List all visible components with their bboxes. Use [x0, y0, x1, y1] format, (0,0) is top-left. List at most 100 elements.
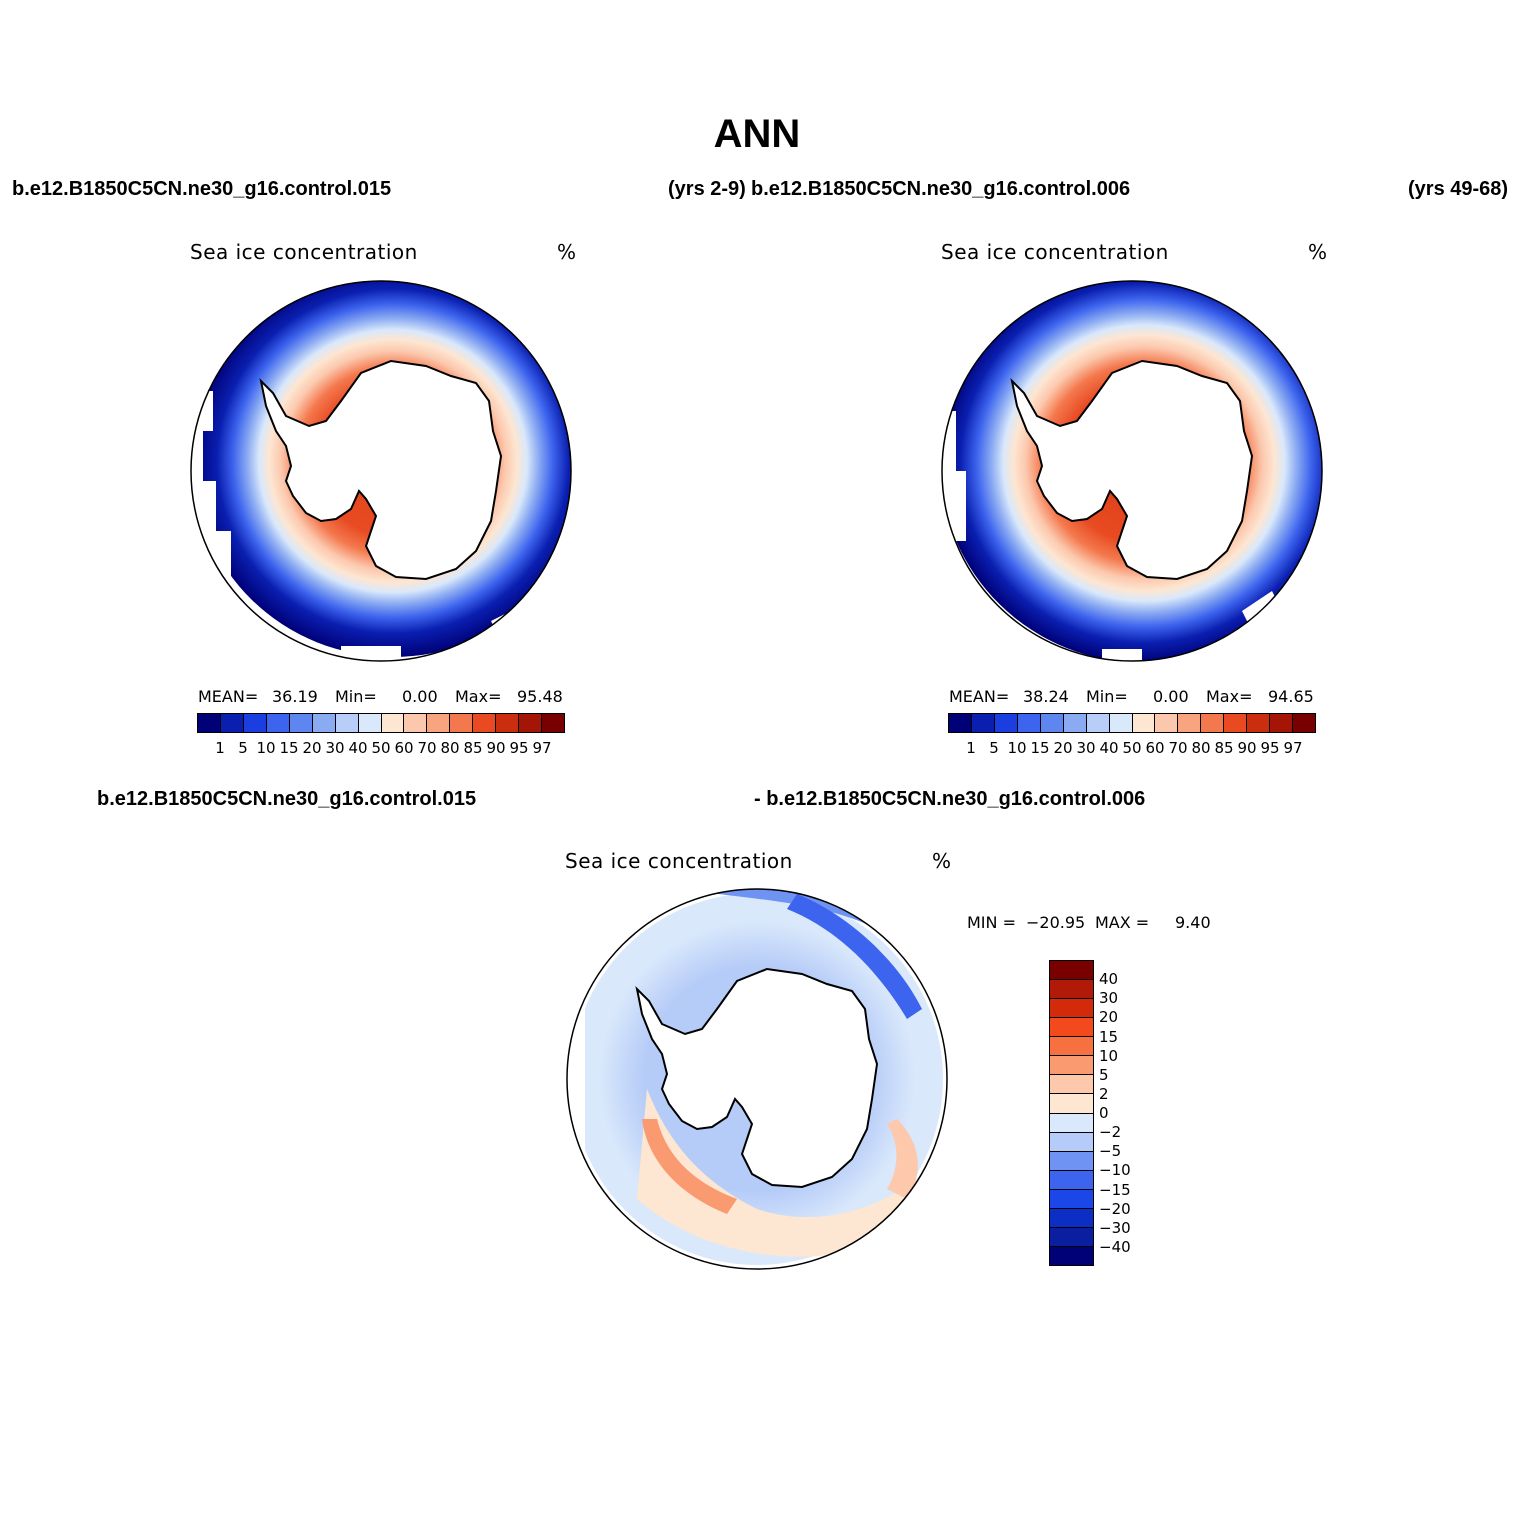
diff-colorbar-tick-label: −30 [1099, 1218, 1131, 1237]
panel1-colorbar-tick-label: 15 [279, 739, 299, 757]
panel2-units: % [1308, 240, 1328, 264]
diff-colorbar-cell [1050, 1189, 1093, 1209]
panel1-colorbar-cell [381, 714, 405, 732]
panel1-colorbar-cell [519, 714, 543, 732]
panel1-min-label: Min= [335, 687, 377, 706]
panel2-colorbar-tick-label: 1 [966, 739, 976, 757]
diff-max-value: 9.40 [1175, 913, 1211, 932]
diff-min-label: MIN = [967, 913, 1016, 932]
panel1-colorbar-cell [427, 714, 451, 732]
panel1-colorbar-tick-label: 97 [532, 739, 552, 757]
diff-colorbar-cell [1050, 1151, 1093, 1171]
panel2-colorbar-cell [1155, 714, 1179, 732]
panel2-mean-value: 38.24 [1023, 687, 1069, 706]
panel2-colorbar-tick-label: 90 [1237, 739, 1257, 757]
panel1-colorbar-cell [496, 714, 520, 732]
diff-colorbar-tick-label: 15 [1099, 1027, 1119, 1046]
diff-case-a-label: b.e12.B1850C5CN.ne30_g16.control.015 [97, 788, 477, 810]
panel2-colorbar-cell [1201, 714, 1225, 732]
panel2-colorbar-tick-label: 70 [1168, 739, 1188, 757]
diff-colorbar-tick-label: 10 [1099, 1046, 1119, 1065]
diff-colorbar-cell [1050, 1132, 1093, 1152]
panel2-colorbar-cell [1132, 714, 1156, 732]
diff-polar-map [566, 888, 948, 1270]
diff-colorbar-cell [1050, 1094, 1093, 1114]
panel2-colorbar-ticks: 1 5 10 15 20 30 40 50 60 70 80 85 90 95 97 [948, 739, 1316, 759]
panel2-colorbar-tick-label: 97 [1283, 739, 1303, 757]
panel2-colorbar-cell [949, 714, 972, 732]
diff-variable: Sea ice concentration [565, 849, 793, 873]
diff-colorbar-tick-label: −10 [1099, 1161, 1131, 1180]
panel1-colorbar-tick-label: 5 [238, 739, 248, 757]
panel1-colorbar-tick-label: 1 [215, 739, 225, 757]
diff-colorbar-tick-label: −5 [1099, 1142, 1122, 1161]
diff-min-value: −20.95 [1026, 913, 1086, 932]
panel1-colorbar-cell [335, 714, 359, 732]
case-b-label: b.e12.B1850C5CN.ne30_g16.control.006 [751, 178, 1131, 200]
panel1-antarctica-coastline [259, 359, 503, 581]
panel2-colorbar-tick-label: 40 [1099, 739, 1119, 757]
diff-colorbar-tick-label: 5 [1099, 1065, 1109, 1084]
panel2-colorbar-cell [971, 714, 995, 732]
panel1-colorbar-tick-label: 90 [486, 739, 506, 757]
panel1-colorbar-tick-label: 85 [463, 739, 483, 757]
panel2-colorbar-tick-label: 20 [1053, 739, 1073, 757]
diff-colorbar-tick-label: −20 [1099, 1199, 1131, 1218]
panel2-colorbar-tick-label: 50 [1122, 739, 1142, 757]
panel2-colorbar [948, 713, 1316, 733]
panel1-colorbar-cell [266, 714, 290, 732]
diff-colorbar-cell [1050, 1075, 1093, 1095]
panel1-colorbar-tick-label: 30 [325, 739, 345, 757]
diff-colorbar-cell [1050, 1208, 1093, 1228]
panel1-units: % [557, 240, 577, 264]
panel1-colorbar-cell [289, 714, 313, 732]
panel2-colorbar-cell [1247, 714, 1271, 732]
panel2-max-value: 94.65 [1268, 687, 1314, 706]
panel1-colorbar-cell [358, 714, 382, 732]
panel1-colorbar-tick-label: 80 [440, 739, 460, 757]
panel1-colorbar-tick-label: 70 [417, 739, 437, 757]
panel2-colorbar-cell [1063, 714, 1087, 732]
panel1-colorbar-cell [542, 714, 564, 732]
diff-case-b-label: - b.e12.B1850C5CN.ne30_g16.control.006 [754, 788, 1146, 810]
panel1-colorbar-ticks: 1 5 10 15 20 30 40 50 60 70 80 85 90 95 97 [197, 739, 565, 759]
panel2-colorbar-tick-label: 95 [1260, 739, 1280, 757]
diff-colorbar-cell [1050, 961, 1093, 981]
diff-colorbar-ticks: 40 30 20 15 10 5 2 0 −2 −5 −10 −15 −20 −30 −40 [1099, 960, 1159, 1266]
diff-units: % [932, 849, 952, 873]
panel2-colorbar-cell [1224, 714, 1248, 732]
diff-colorbar-tick-label: −2 [1099, 1123, 1122, 1142]
panel1-colorbar-cell [198, 714, 221, 732]
panel1-colorbar-cell [243, 714, 267, 732]
diff-colorbar-cell [1050, 999, 1093, 1019]
case-a-label: b.e12.B1850C5CN.ne30_g16.control.015 [12, 178, 392, 200]
panel1-max-value: 95.48 [517, 687, 563, 706]
panel2-colorbar-tick-label: 80 [1191, 739, 1211, 757]
panel1-min-value: 0.00 [402, 687, 438, 706]
panel1-colorbar-tick-label: 60 [394, 739, 414, 757]
panel2-min-value: 0.00 [1153, 687, 1189, 706]
panel2-colorbar-tick-label: 10 [1007, 739, 1027, 757]
panel2-colorbar-tick-label: 15 [1030, 739, 1050, 757]
diff-colorbar-tick-label: 20 [1099, 1008, 1119, 1027]
diff-colorbar-tick-label: −15 [1099, 1180, 1131, 1199]
panel1-mean-label: MEAN= [198, 687, 259, 706]
panel1-colorbar-tick-label: 95 [509, 739, 529, 757]
panel1-colorbar-tick-label: 50 [371, 739, 391, 757]
case-b-years: (yrs 49-68) [1408, 178, 1508, 200]
panel1-colorbar-cell [312, 714, 336, 732]
diff-colorbar-tick-label: −40 [1099, 1237, 1131, 1256]
panel2-min-label: Min= [1086, 687, 1128, 706]
diff-colorbar-cell [1050, 1227, 1093, 1247]
diff-colorbar [1049, 960, 1094, 1266]
diff-colorbar-cell [1050, 1113, 1093, 1133]
panel2-colorbar-cell [1270, 714, 1294, 732]
panel1-variable: Sea ice concentration [190, 240, 418, 264]
panel2-colorbar-tick-label: 85 [1214, 739, 1234, 757]
panel1-colorbar [197, 713, 565, 733]
panel2-colorbar-tick-label: 60 [1145, 739, 1165, 757]
panel1-colorbar-cell [473, 714, 497, 732]
panel2-antarctica-coastline [1010, 359, 1254, 581]
diff-colorbar-tick-label: 30 [1099, 989, 1119, 1008]
diff-colorbar-cell [1050, 1170, 1093, 1190]
